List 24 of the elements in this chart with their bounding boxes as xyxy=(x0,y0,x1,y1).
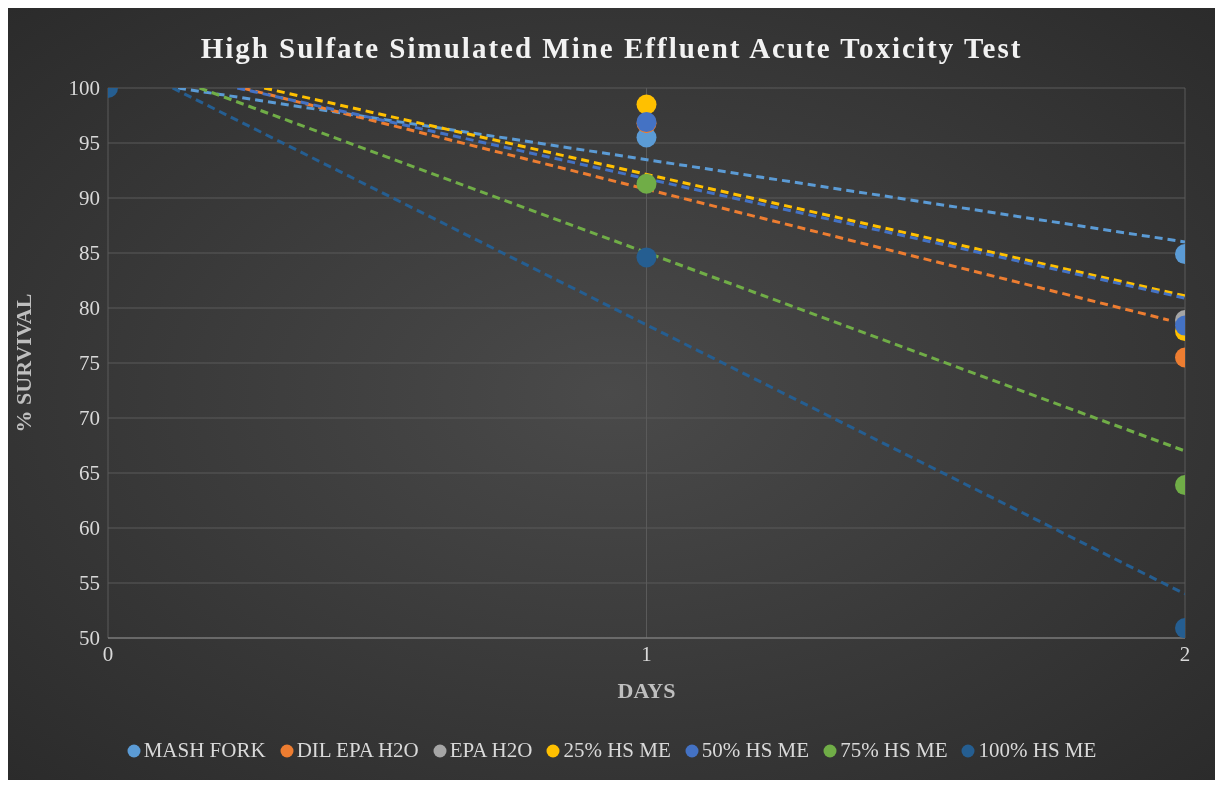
y-tick-label: 75 xyxy=(79,351,100,376)
x-tick-label: 0 xyxy=(102,641,114,666)
y-tick-label: 85 xyxy=(79,241,100,266)
y-tick-label: 100 xyxy=(68,76,100,101)
x-axis-title: DAYS xyxy=(617,678,676,703)
y-tick-label: 90 xyxy=(79,186,100,211)
legend-label: 50% HS ME xyxy=(701,738,810,763)
y-tick-label: 65 xyxy=(79,461,100,486)
x-tick-label: 2 xyxy=(1179,641,1191,666)
chart-title: High Sulfate Simulated Mine Effluent Acute Toxicity Test xyxy=(199,32,1024,65)
legend-label: DIL EPA H2O xyxy=(296,738,419,763)
y-tick-label: 60 xyxy=(79,516,100,541)
y-tick-label: 55 xyxy=(79,571,100,596)
y-tick-label: 80 xyxy=(79,296,100,321)
y-tick-label: 70 xyxy=(79,406,100,431)
x-tick-label: 1 xyxy=(641,641,652,666)
y-axis-title: % SURVIVAL xyxy=(10,293,36,433)
y-tick-label: 50 xyxy=(79,626,100,651)
legend-label: 100% HS ME xyxy=(978,738,1097,763)
y-tick-label: 95 xyxy=(79,131,100,156)
legend-label: MASH FORK xyxy=(143,738,266,763)
legend-label: 25% HS ME xyxy=(563,738,671,763)
legend-label: 75% HS ME xyxy=(840,738,948,763)
legend-label: EPA H2O xyxy=(449,738,533,763)
